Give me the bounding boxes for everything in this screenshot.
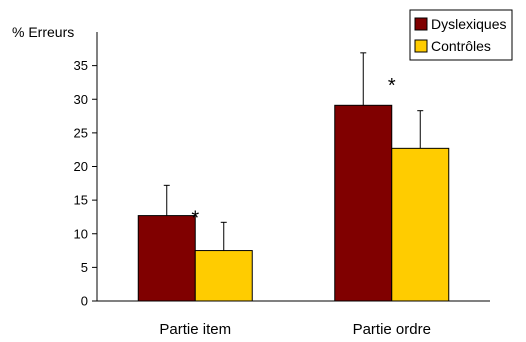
legend: Dyslexiques Contrôles: [409, 9, 513, 61]
significance-asterisk: *: [191, 207, 199, 229]
bar-controles-1: [391, 147, 450, 302]
annotations: **: [191, 75, 396, 229]
significance-asterisk: *: [388, 75, 396, 97]
y-tick-label: 10: [74, 226, 88, 241]
legend-swatch: [414, 39, 428, 53]
y-tick-label: 30: [74, 92, 88, 107]
y-axis-label: % Erreurs: [12, 24, 74, 40]
legend-swatch: [414, 17, 428, 31]
bars: [137, 104, 450, 302]
error-bars: [163, 52, 424, 251]
legend-label: Dyslexiques: [431, 16, 506, 32]
y-tick-label: 5: [81, 260, 88, 275]
y-tick-label: 0: [81, 294, 88, 309]
y-tick-label: 20: [74, 159, 88, 174]
bar-dyslexiques-0: [137, 215, 196, 302]
legend-label: Contrôles: [431, 38, 491, 54]
y-tick-label: 25: [74, 125, 88, 140]
x-category-label: Partie ordre: [353, 321, 431, 338]
x-category-label: Partie item: [159, 321, 231, 338]
bar-dyslexiques-1: [334, 104, 393, 302]
y-tick-label: 35: [74, 58, 88, 73]
x-category-labels: Partie item Partie ordre: [159, 321, 431, 338]
bar-controles-0: [194, 250, 253, 302]
y-tick-label: 15: [74, 193, 88, 208]
y-ticks: 0 5 10 15 20 25 30 35: [74, 58, 97, 309]
